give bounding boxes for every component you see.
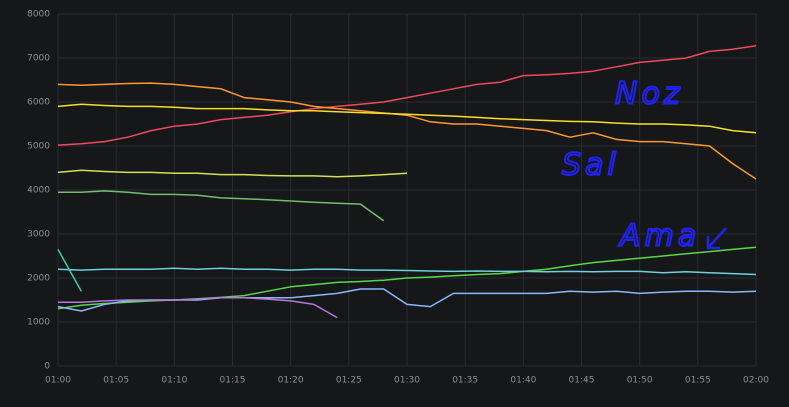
y-tick-label: 5000: [27, 142, 50, 152]
x-tick-label: 01:30: [394, 376, 420, 386]
y-tick-label: 0: [44, 362, 50, 372]
y-tick-label: 2000: [27, 274, 50, 284]
annotation: Noz: [615, 77, 684, 112]
annotation: Ama: [618, 219, 700, 254]
x-tick-label: 02:00: [743, 376, 769, 386]
series-line: [57, 267, 757, 276]
y-tick-label: 7000: [27, 54, 50, 64]
x-tick-label: 01:05: [103, 376, 129, 386]
lines: [57, 44, 757, 319]
x-tick-label: 01:35: [452, 376, 478, 386]
x-tick-label: 01:50: [627, 376, 653, 386]
x-tick-label: 01:15: [220, 376, 246, 386]
y-tick-label: 3000: [27, 230, 50, 240]
annotation-arrow: [706, 227, 727, 250]
series-line: [57, 169, 408, 178]
series-line: [58, 190, 385, 222]
x-tick-label: 01:55: [685, 376, 711, 386]
y-tick-label: 8000: [27, 10, 50, 20]
series-line: [57, 82, 757, 180]
x-tick-label: 01:25: [336, 376, 362, 386]
y-tick-label: 4000: [27, 186, 50, 196]
y-tick-label: 1000: [27, 318, 50, 328]
y-tick-label: 6000: [27, 98, 50, 108]
x-tick-label: 01:10: [161, 376, 187, 386]
series-line: [57, 249, 82, 292]
x-tick-label: 01:20: [278, 376, 304, 386]
series-line: [57, 103, 757, 134]
x-tick-label: 01:45: [569, 376, 595, 386]
x-tick-label: 01:40: [510, 376, 536, 386]
annotation: Sal: [562, 148, 620, 183]
x-tick-label: 01:00: [45, 376, 71, 386]
grid: [57, 13, 757, 367]
series-line: [58, 297, 338, 319]
series-line: [57, 44, 757, 146]
